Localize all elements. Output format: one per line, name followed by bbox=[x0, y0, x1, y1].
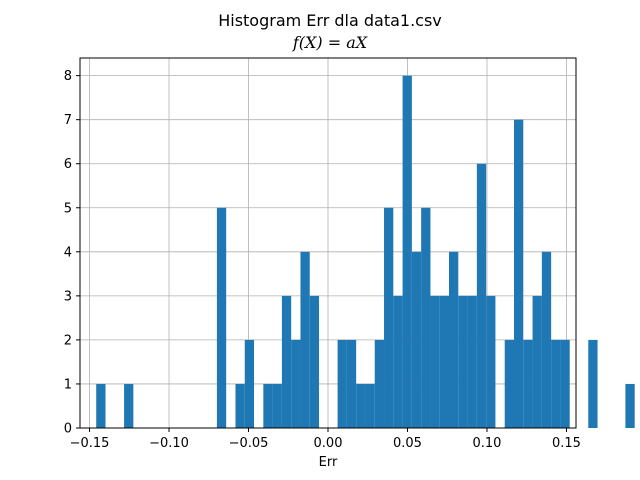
histogram-bar bbox=[124, 383, 134, 428]
y-axis-ticks: 0 1 2 3 4 5 6 7 8 bbox=[64, 69, 80, 437]
histogram-bar bbox=[421, 207, 431, 428]
x-tick-label: −0.15 bbox=[70, 436, 110, 451]
y-tick-label: 2 bbox=[64, 333, 72, 348]
histogram-bar bbox=[402, 75, 412, 428]
y-tick-label: 5 bbox=[64, 201, 72, 216]
histogram-bar bbox=[393, 295, 403, 428]
histogram-bar bbox=[263, 383, 273, 428]
y-tick-label: 4 bbox=[64, 245, 72, 260]
histogram-bar bbox=[439, 295, 450, 428]
x-tick-label: 0.15 bbox=[552, 436, 581, 451]
histogram-bar bbox=[430, 295, 440, 428]
histogram-bar bbox=[551, 339, 561, 428]
x-tick-label: 0.00 bbox=[314, 436, 343, 451]
x-tick-label: −0.05 bbox=[229, 436, 269, 451]
y-tick-label: 0 bbox=[64, 422, 72, 437]
histogram-bar bbox=[216, 207, 227, 428]
histogram-bar bbox=[588, 339, 598, 428]
histogram-bar bbox=[476, 163, 487, 428]
histogram-bar bbox=[532, 295, 542, 428]
histogram-bar bbox=[523, 339, 533, 428]
histogram-bar bbox=[309, 295, 320, 428]
histogram-bar bbox=[625, 383, 635, 428]
histogram-bar bbox=[235, 383, 245, 428]
histogram-bar bbox=[560, 339, 570, 428]
y-tick-label: 3 bbox=[64, 289, 72, 304]
histogram-bar bbox=[337, 339, 347, 428]
y-tick-label: 8 bbox=[64, 69, 72, 84]
histogram-bar bbox=[356, 383, 366, 428]
chart-title: Histogram Err dla data1.csv bbox=[218, 11, 442, 30]
grid bbox=[80, 58, 576, 429]
y-tick-label: 7 bbox=[64, 113, 72, 128]
histogram-bar bbox=[291, 339, 301, 428]
histogram-bar bbox=[384, 207, 394, 428]
histogram-bar bbox=[514, 119, 524, 429]
x-tick-label: −0.10 bbox=[149, 436, 189, 451]
histogram-bar bbox=[281, 295, 292, 428]
y-tick-label: 6 bbox=[64, 157, 72, 172]
histogram-bar bbox=[244, 339, 255, 428]
histogram-bar bbox=[486, 295, 496, 428]
histogram-bar bbox=[300, 251, 310, 428]
histogram-bar bbox=[365, 383, 375, 428]
histogram-bar bbox=[411, 251, 422, 428]
x-axis-ticks: −0.15 −0.10 −0.05 0.00 0.05 0.10 0.15 bbox=[70, 428, 581, 451]
histogram-bar bbox=[96, 383, 106, 428]
histogram-bar bbox=[346, 339, 357, 428]
histogram-bar bbox=[504, 339, 514, 428]
chart-subtitle: f(X) = aX bbox=[292, 33, 368, 52]
histogram-bar bbox=[458, 295, 468, 428]
y-tick-label: 1 bbox=[64, 377, 72, 392]
histogram-bar bbox=[467, 295, 477, 428]
x-tick-label: 0.10 bbox=[472, 436, 501, 451]
x-tick-label: 0.05 bbox=[393, 436, 422, 451]
histogram-bar bbox=[449, 251, 459, 428]
histogram-bar bbox=[541, 251, 552, 428]
histogram-bar bbox=[272, 383, 282, 428]
bars bbox=[96, 75, 635, 429]
histogram-bar bbox=[374, 339, 385, 428]
x-axis-label: Err bbox=[319, 455, 338, 470]
